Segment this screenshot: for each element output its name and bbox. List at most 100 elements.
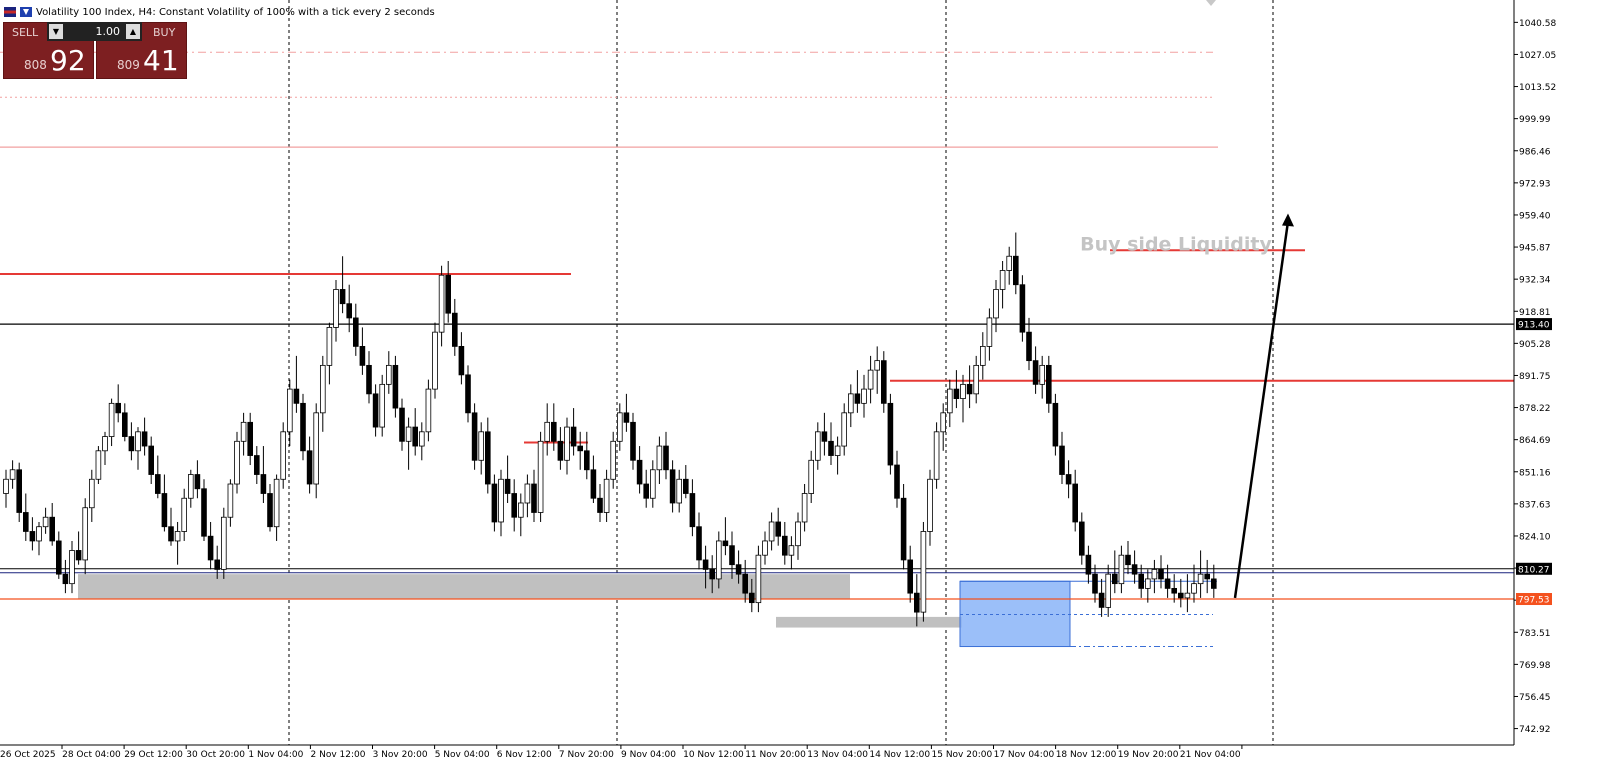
candle-body — [286, 388, 293, 433]
candle-body — [1059, 445, 1065, 475]
candle-body — [788, 545, 795, 556]
candle-body — [471, 412, 478, 461]
candle-body — [75, 550, 82, 561]
candle-body — [504, 478, 511, 494]
candle-body — [161, 493, 168, 528]
buy-side-liquidity-label: Buy side Liquidity — [1080, 233, 1272, 255]
candle-body — [511, 493, 517, 518]
candle-body — [1032, 360, 1039, 385]
candle-body — [1151, 569, 1158, 580]
candle-body — [564, 426, 570, 461]
candle-body — [584, 450, 590, 471]
candle-body — [709, 569, 715, 580]
lot-increase-icon[interactable]: ▲ — [126, 24, 140, 39]
candle-body — [306, 450, 313, 485]
candle-body — [729, 545, 735, 566]
time-tick-label: 5 Nov 04:00 — [435, 750, 490, 760]
candle-body — [940, 412, 946, 433]
price-tick-label: 959.40 — [1519, 211, 1551, 221]
candle-body — [1085, 554, 1092, 575]
price-tick-label: 878.22 — [1519, 404, 1551, 414]
candle-body — [537, 440, 544, 513]
candle-body — [755, 554, 762, 604]
candle-body — [623, 412, 630, 423]
candle-body — [352, 317, 359, 347]
scroll-marker-icon — [1206, 0, 1216, 6]
candle-body — [1178, 592, 1184, 599]
candle-body — [557, 440, 564, 461]
price-tick-label: 891.75 — [1519, 372, 1551, 382]
candle-body — [1131, 564, 1138, 575]
candle-body — [689, 493, 696, 528]
candle-body — [260, 474, 267, 494]
candle-body — [181, 497, 188, 532]
sell-price-prefix: 808 — [24, 58, 47, 72]
candle-body — [62, 573, 69, 585]
candle-body — [643, 483, 649, 499]
price-tick-label: 851.16 — [1519, 468, 1551, 478]
candle-body — [570, 426, 577, 447]
candle-body — [933, 431, 940, 480]
candle-body — [1072, 483, 1079, 523]
candle-body — [861, 388, 867, 404]
buy-label: BUY — [153, 26, 176, 39]
candle-body — [498, 478, 504, 523]
candle-body — [154, 474, 161, 494]
candle-body — [834, 445, 841, 456]
candle-body — [445, 274, 451, 314]
candle-body — [326, 327, 333, 366]
candle-body — [359, 346, 366, 366]
candle-body — [702, 559, 709, 570]
candle-body — [418, 431, 425, 447]
time-tick-label: 18 Nov 12:00 — [1056, 750, 1117, 760]
candle-body — [141, 431, 148, 447]
sell-price-main: 92 — [50, 44, 86, 77]
candle-body — [1026, 331, 1032, 362]
candle-body — [214, 559, 221, 570]
candle-body — [135, 431, 141, 452]
price-tick-label: 932.34 — [1519, 276, 1551, 286]
candle-body — [227, 483, 234, 518]
candle-body — [108, 402, 115, 437]
candle-body — [9, 469, 16, 480]
candle-body — [544, 421, 550, 442]
candle-body — [49, 516, 55, 542]
candle-body — [1138, 573, 1145, 589]
candle-body — [676, 478, 682, 504]
candle-body — [333, 289, 339, 328]
candle-body — [815, 431, 821, 461]
time-tick-label: 10 Nov 12:00 — [683, 750, 744, 760]
lot-size-input[interactable]: 1.00 — [95, 25, 121, 38]
price-tick-label: 1013.52 — [1519, 83, 1556, 93]
candle-body — [1164, 578, 1171, 589]
time-tick-label: 26 Oct 2025 — [0, 750, 56, 760]
price-tick-label: 864.69 — [1519, 436, 1551, 446]
candle-body — [174, 531, 181, 542]
symbol-flag-icon — [4, 7, 16, 17]
lot-size-control[interactable]: ▼ 1.00 ▲ — [47, 22, 142, 41]
candle-body — [960, 383, 966, 399]
candle-body — [1098, 592, 1105, 608]
candle-body — [630, 421, 636, 461]
candle-body — [22, 512, 29, 532]
lot-decrease-icon[interactable]: ▼ — [49, 24, 63, 39]
candle-body — [636, 459, 643, 485]
candle-body — [590, 469, 597, 499]
candle-body — [253, 455, 260, 475]
candle-body — [69, 550, 75, 585]
candle-body — [1118, 554, 1125, 585]
price-tick-label: 837.63 — [1519, 500, 1551, 510]
candle-body — [451, 312, 458, 347]
candle-body — [240, 421, 247, 442]
candle-body — [29, 531, 36, 542]
candle-body — [801, 493, 808, 523]
candle-body — [82, 507, 89, 561]
candle-body — [267, 493, 273, 528]
candle-body — [385, 364, 392, 385]
candle-body — [1204, 573, 1211, 580]
price-tag-label: 810.27 — [1518, 565, 1550, 575]
candle-body — [425, 388, 432, 433]
candle-body — [458, 346, 465, 376]
chart-title: Volatility 100 Index, H4: Constant Volat… — [36, 6, 435, 18]
